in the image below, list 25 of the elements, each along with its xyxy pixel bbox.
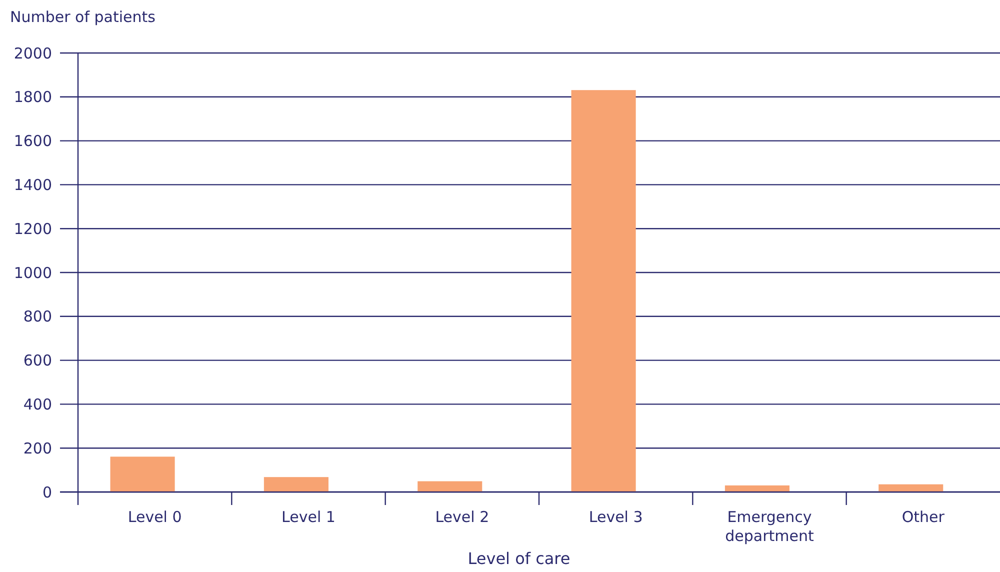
bar bbox=[724, 485, 790, 492]
x-tick-label: Emergency department bbox=[725, 508, 814, 545]
x-tick-label: Level 1 bbox=[282, 508, 336, 526]
bar bbox=[110, 456, 175, 492]
y-tick-label: 2000 bbox=[14, 44, 52, 62]
y-tick-label: 800 bbox=[23, 308, 52, 326]
bar bbox=[418, 481, 482, 492]
y-tick-label: 1800 bbox=[14, 88, 52, 106]
bar bbox=[264, 477, 328, 492]
y-tick-label: 1600 bbox=[14, 132, 52, 150]
y-axis-title: Number of patients bbox=[10, 8, 156, 26]
y-tick-label: 0 bbox=[42, 483, 52, 502]
x-axis-title: Level of care bbox=[468, 549, 570, 568]
y-tick-label: 1000 bbox=[14, 264, 52, 282]
y-tick-label: 200 bbox=[23, 439, 52, 458]
y-tick-label: 1200 bbox=[14, 220, 52, 238]
bar bbox=[878, 484, 944, 492]
y-tick-label: 400 bbox=[23, 395, 52, 414]
y-tick-label: 1400 bbox=[14, 176, 52, 194]
x-tick-label: Level 3 bbox=[588, 508, 643, 526]
x-tick-label: Level 0 bbox=[128, 508, 182, 526]
y-tick-label: 600 bbox=[23, 352, 52, 370]
bar bbox=[571, 90, 636, 492]
x-tick-label: Level 2 bbox=[435, 508, 490, 526]
x-tick-label: Other bbox=[902, 508, 946, 526]
